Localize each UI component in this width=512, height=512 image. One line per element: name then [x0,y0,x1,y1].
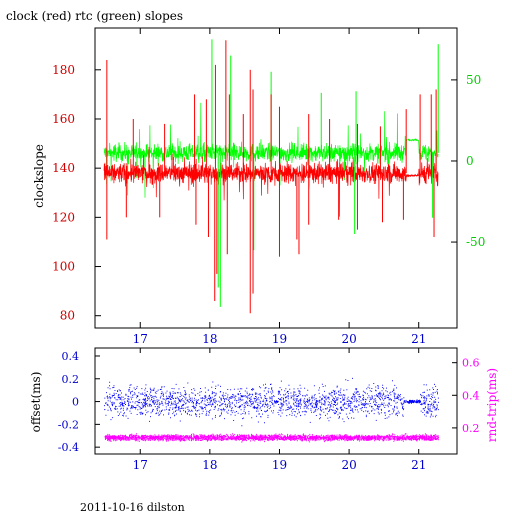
bottom-x-tick-label: 17 [133,458,148,472]
offset-series-points [104,377,439,427]
top-y-tick-label: 80 [60,309,75,323]
bottom-y2-axis-label: rnd-trip(ms) [485,368,499,442]
top-y-tick-label: 100 [52,260,75,274]
top-y2-tick-label: 0 [466,154,474,168]
top-y2-tick-label: -50 [466,235,485,249]
bottom-x-tick-label: 21 [411,458,426,472]
top-y-tick-label: 120 [52,210,75,224]
top-chart-frame [94,27,458,329]
top-y-tick-label: 180 [52,63,75,77]
bottom-y-tick-label: 0.4 [62,350,80,363]
top-y-tick-label: 140 [52,161,75,175]
bottom-y-tick-label: -0.4 [58,441,79,454]
roundtrip-series-points [104,433,439,443]
footer-caption: 2011-10-16 dilston [80,501,185,512]
top-y-tick-label: 160 [52,112,75,126]
bottom-y-tick-label: -0.2 [58,418,79,431]
top-x-tick-label: 19 [272,332,287,346]
bottom-y-tick-label: 0.2 [62,373,80,386]
bottom-x-tick-label: 19 [272,458,287,472]
bottom-y2-tick-label: 0.2 [462,422,480,435]
top-chart-plot: 17 18 19 20 21 80 100 120 140 160 180 -50 0 50 [52,28,485,346]
top-y2-tick-label: 50 [466,73,481,87]
top-x-tick-label: 20 [341,332,356,346]
bottom-y2-tick-label: 0.6 [462,357,480,370]
bottom-y-axis-label: offset(ms) [29,372,43,433]
bottom-chart-frame [94,347,458,455]
top-chart-title: clock (red) rtc (green) slopes [6,9,183,23]
bottom-x-tick-label: 18 [202,458,217,472]
top-x-tick-label: 18 [202,332,217,346]
top-x-tick-label: 17 [133,332,148,346]
bottom-x-tick-label: 20 [341,458,356,472]
bottom-chart-plot: 17 18 19 20 21 -0.4 -0.2 0 0.2 0.4 0.2 0.4 0.6 [58,348,480,472]
bottom-y2-tick-label: 0.4 [462,389,480,402]
top-y-axis-label: clockslope [32,144,46,208]
bottom-y-tick-label: 0 [72,396,79,409]
top-x-tick-label: 21 [411,332,426,346]
